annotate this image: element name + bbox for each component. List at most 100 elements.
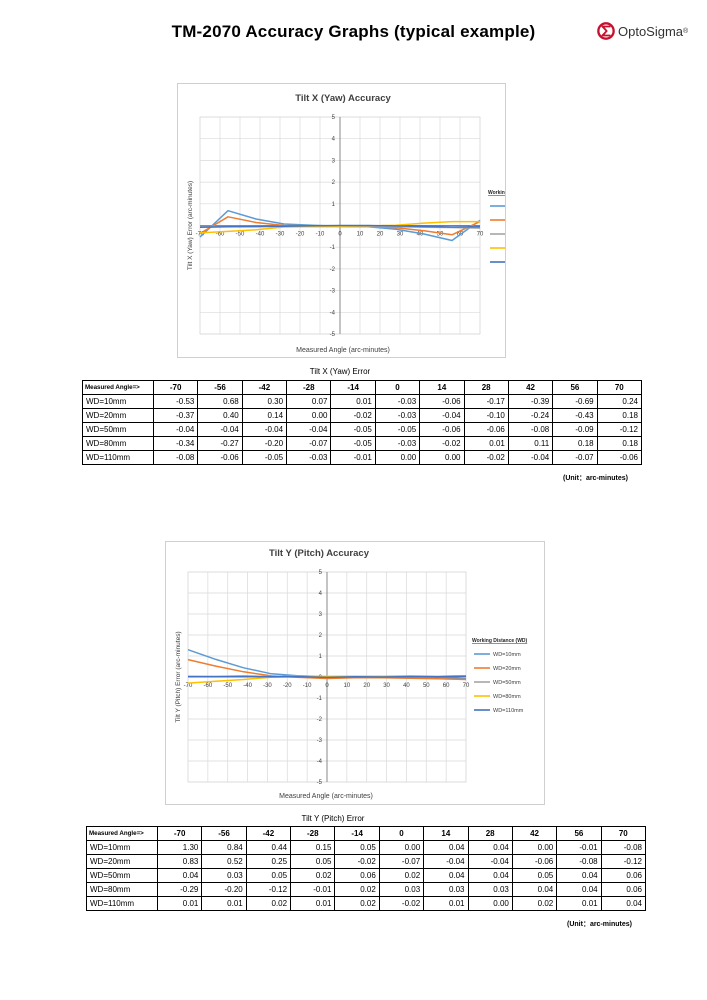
table-column-header: 70 xyxy=(596,380,643,395)
table-cell: -0.02 xyxy=(334,854,380,869)
table-cell: 0.84 xyxy=(201,840,247,855)
table-cell: -0.24 xyxy=(507,408,554,423)
table-cell: -0.12 xyxy=(245,882,292,897)
logo-text: OptoSigma xyxy=(618,23,684,39)
table-cell: -0.04 xyxy=(419,408,465,423)
table-cell: -0.05 xyxy=(330,422,376,437)
table-cell: -0.03 xyxy=(374,394,421,409)
table-cell: 0.30 xyxy=(241,394,288,409)
table-cell: 0.15 xyxy=(290,840,336,855)
table-cell: -0.20 xyxy=(201,882,247,897)
table-column-header: -42 xyxy=(245,826,292,841)
chart-title: Tilt X (Yaw) Accuracy xyxy=(295,93,391,104)
table-cell: 0.04 xyxy=(511,882,558,897)
x-tick-label: 10 xyxy=(357,232,364,238)
table-cell: 0.04 xyxy=(423,868,469,883)
table-cell: 0.06 xyxy=(334,868,380,883)
table-row-label: WD=20mm xyxy=(82,408,154,423)
table-caption-pitch: Tilt Y (Pitch) Error xyxy=(301,814,365,823)
legend-entry: WD=50mm xyxy=(493,680,521,686)
table-cell: -0.06 xyxy=(419,394,465,409)
table-cell: 0.04 xyxy=(467,868,513,883)
table-cell: 0.03 xyxy=(423,882,469,897)
table-cell: -0.08 xyxy=(556,854,602,869)
table-cell: -0.05 xyxy=(241,450,288,465)
y-tick-label: -5 xyxy=(330,332,336,338)
table-column-header: 56 xyxy=(556,826,602,841)
table-row: WD=50mm -0.04 -0.04 -0.04 -0.04 -0.05 -0.05 -0.… xyxy=(82,422,643,437)
chart-frame-yaw: Tilt X (Yaw) Accuracy -70 -60 -50 -40 -30 -20-… xyxy=(177,83,506,358)
x-tick-label: -60 xyxy=(204,683,213,689)
table-cell: 0.01 xyxy=(556,896,602,911)
table-row-label: WD=10mm xyxy=(86,840,158,855)
table-cell: 0.44 xyxy=(245,840,292,855)
table-column-header: -14 xyxy=(334,826,380,841)
table-cell: -0.02 xyxy=(463,450,509,465)
table-row-label: WD=110mm xyxy=(82,450,154,465)
table-cell: -0.06 xyxy=(463,422,509,437)
series-line-wd-110mm xyxy=(188,675,467,679)
y-tick-label: 1 xyxy=(332,202,336,208)
x-axis-title: Measured Angle (arc-minutes) xyxy=(279,793,373,800)
yaw-error-table: Measured Angle=> -70 -56 -42 -28 -14 0 14 28 42 56… xyxy=(82,380,643,465)
legend-entry: WD=20mm xyxy=(493,666,521,672)
unit-note-yaw: (Unit：arc-minutes) xyxy=(563,475,628,482)
x-tick-label: -60 xyxy=(216,232,225,238)
table-cell: 0.04 xyxy=(556,882,602,897)
x-tick-label: 10 xyxy=(344,683,351,689)
legend-title: Working Distance (WD) xyxy=(488,190,505,196)
table-corner-label: Measured Angle=> xyxy=(86,826,158,841)
table-cell: -0.20 xyxy=(241,436,288,451)
legend-entry: WD=110mm xyxy=(493,708,524,714)
chart-frame-pitch: Tilt Y (Pitch) Accuracy -70 -60 -50 -40 -30 -2… xyxy=(165,541,545,805)
table-row: WD=10mm -0.53 0.68 0.30 0.07 0.01 -0.03 -0.06 -0… xyxy=(82,394,643,409)
table-cell: -0.05 xyxy=(374,422,421,437)
table-column-header: -70 xyxy=(156,826,203,841)
x-tick-label: 40 xyxy=(417,232,424,238)
table-cell: -0.29 xyxy=(156,882,203,897)
x-tick-label: -20 xyxy=(296,232,305,238)
y-tick-label: 4 xyxy=(332,137,336,143)
table-cell: -0.07 xyxy=(286,436,332,451)
table-cell: -0.69 xyxy=(552,394,598,409)
x-tick-label: -40 xyxy=(243,683,252,689)
x-tick-label: 40 xyxy=(403,683,410,689)
table-cell: 0.02 xyxy=(334,882,380,897)
table-cell: 0.06 xyxy=(600,882,647,897)
table-column-header: -56 xyxy=(201,826,247,841)
table-cell: 0.40 xyxy=(197,408,243,423)
x-tick-label: 50 xyxy=(423,683,430,689)
x-tick-label: -10 xyxy=(316,232,325,238)
table-cell: -0.08 xyxy=(152,450,199,465)
table-cell: 1.30 xyxy=(156,840,203,855)
y-tick-label: 4 xyxy=(319,591,323,597)
table-row-label: WD=50mm xyxy=(82,422,154,437)
table-row: WD=10mm 1.30 0.84 0.44 0.15 0.05 0.00 0.04 0.04 0… xyxy=(86,840,647,855)
y-tick-label: -1 xyxy=(317,696,323,702)
y-tick-label: -5 xyxy=(317,780,323,786)
x-tick-label: -10 xyxy=(303,683,312,689)
table-cell: 0.06 xyxy=(600,868,647,883)
table-row: WD=20mm -0.37 0.40 0.14 0.00 -0.02 -0.03 -0.04-… xyxy=(82,408,643,423)
x-axis-title: Measured Angle (arc-minutes) xyxy=(296,347,390,354)
table-cell: 0.04 xyxy=(556,868,602,883)
table-cell: 0.18 xyxy=(596,436,643,451)
page-title: TM-2070 Accuracy Graphs (typical example… xyxy=(171,22,536,41)
table-row: WD=80mm -0.29 -0.20 -0.12 -0.01 0.02 0.03 0.03 0… xyxy=(86,882,647,897)
x-tick-label: 60 xyxy=(443,683,450,689)
table-cell: -0.07 xyxy=(378,854,425,869)
table-column-header: 28 xyxy=(467,826,513,841)
x-tick-label: -30 xyxy=(276,232,285,238)
y-axis-title: Tilt X (Yaw) Error (arc-minutes) xyxy=(187,181,194,270)
table-cell: -0.12 xyxy=(596,422,643,437)
table-cell: -0.34 xyxy=(152,436,199,451)
table-cell: -0.37 xyxy=(152,408,199,423)
table-cell: 0.00 xyxy=(374,450,421,465)
table-cell: 0.04 xyxy=(600,896,647,911)
table-cell: 0.01 xyxy=(330,394,376,409)
table-cell: 0.04 xyxy=(467,840,513,855)
table-cell: 0.18 xyxy=(596,408,643,423)
legend-entry: WD=10mm xyxy=(493,652,521,658)
table-cell: -0.05 xyxy=(330,436,376,451)
table-row-label: WD=10mm xyxy=(82,394,154,409)
